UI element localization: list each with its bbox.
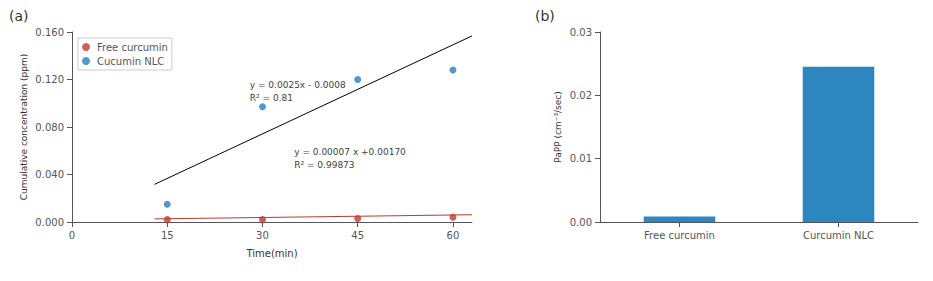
svg-text:45: 45	[351, 230, 364, 241]
svg-text:R² = 0.99873: R² = 0.99873	[294, 160, 354, 170]
svg-text:0.02: 0.02	[570, 90, 592, 101]
svg-text:0.00: 0.00	[570, 217, 592, 228]
svg-text:PaPP (cm⁻³/sec): PaPP (cm⁻³/sec)	[553, 91, 563, 163]
svg-text:0.040: 0.040	[35, 169, 64, 180]
svg-text:Time(min): Time(min)	[245, 248, 297, 259]
svg-text:Cucumin NLC: Cucumin NLC	[97, 56, 164, 67]
svg-text:Free curcumin: Free curcumin	[644, 230, 715, 241]
svg-text:y = 0.0025x - 0.0008: y = 0.0025x - 0.0008	[250, 80, 346, 90]
svg-text:0.080: 0.080	[35, 122, 64, 133]
svg-text:60: 60	[447, 230, 460, 241]
svg-text:15: 15	[161, 230, 174, 241]
svg-text:0.03: 0.03	[570, 27, 592, 38]
svg-text:0: 0	[69, 230, 75, 241]
svg-text:Cumulative concentration (ppm): Cumulative concentration (ppm)	[19, 54, 29, 201]
svg-text:30: 30	[256, 230, 269, 241]
svg-text:Free curcumin: Free curcumin	[97, 42, 168, 53]
svg-text:0.01: 0.01	[570, 153, 592, 164]
svg-text:Curcumin NLC: Curcumin NLC	[803, 230, 874, 241]
svg-text:R² = 0.81: R² = 0.81	[250, 93, 293, 103]
svg-text:0.160: 0.160	[35, 27, 64, 38]
svg-text:(b): (b)	[535, 8, 555, 24]
svg-text:0.120: 0.120	[35, 74, 64, 85]
svg-text:y = 0.00007 x +0.00170: y = 0.00007 x +0.00170	[294, 147, 406, 157]
svg-text:0.000: 0.000	[35, 217, 64, 228]
svg-text:(a): (a)	[9, 8, 29, 24]
